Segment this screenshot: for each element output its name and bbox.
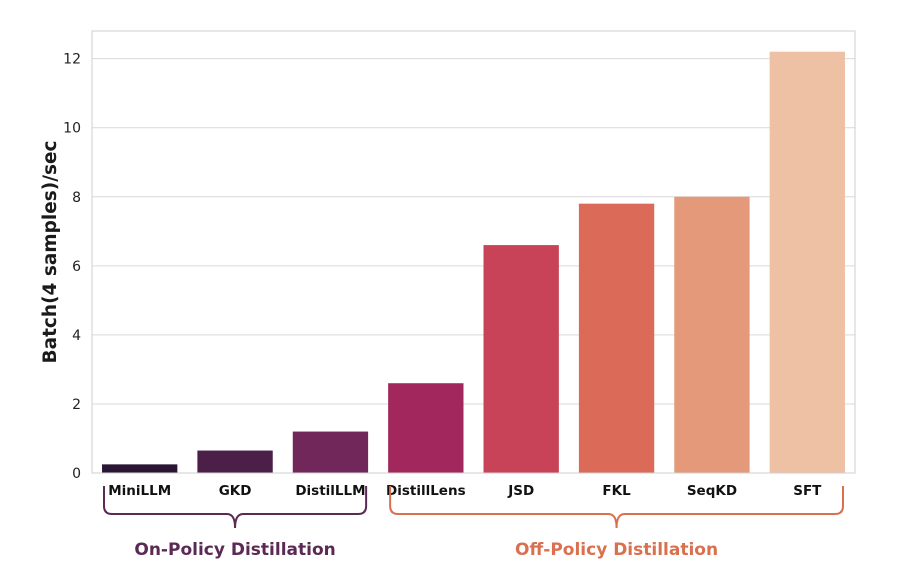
y-tick-label: 6 bbox=[72, 259, 81, 275]
y-tick-label: 2 bbox=[72, 397, 81, 413]
x-axis-tick-labels: MiniLLM GKD DistilLLM DistillLens JSD FKL SeqK… bbox=[108, 483, 822, 499]
x-tick-label: SFT bbox=[793, 483, 822, 499]
y-tick-label: 8 bbox=[72, 190, 81, 206]
group-bracket bbox=[103, 486, 368, 529]
x-tick-label: DistillLens bbox=[386, 483, 466, 499]
group-label: On-Policy Distillation bbox=[134, 540, 335, 560]
bar-jsd bbox=[483, 245, 559, 473]
y-tick-label: 12 bbox=[63, 52, 81, 68]
bar-distilllm bbox=[292, 431, 369, 473]
group-bracket bbox=[389, 486, 844, 529]
x-tick-label: MiniLLM bbox=[108, 483, 171, 499]
x-tick-label: GKD bbox=[219, 483, 252, 499]
x-tick-label: DistilLLM bbox=[295, 483, 365, 499]
x-tick-label: JSD bbox=[507, 483, 534, 499]
x-tick-label: FKL bbox=[602, 483, 631, 499]
bar-sft bbox=[769, 51, 845, 473]
gridlines bbox=[92, 58, 855, 474]
group-annotations: On-Policy Distillation Off-Policy Distill… bbox=[103, 486, 844, 560]
y-tick-label: 0 bbox=[72, 466, 81, 482]
bar-fkl bbox=[578, 203, 655, 473]
bars bbox=[102, 51, 845, 473]
bar-distilllens bbox=[388, 383, 464, 473]
y-tick-label: 10 bbox=[63, 121, 81, 137]
y-axis-label: Batch(4 samples)/sec bbox=[40, 141, 61, 364]
x-tick-label: SeqKD bbox=[687, 483, 737, 499]
bar-seqkd bbox=[674, 196, 750, 473]
group-label: Off-Policy Distillation bbox=[515, 540, 718, 560]
y-axis-ticks: 0 2 4 6 8 10 12 bbox=[63, 52, 81, 482]
plot-frame bbox=[91, 30, 856, 474]
bar-minillm bbox=[102, 464, 178, 473]
y-tick-label: 4 bbox=[72, 328, 81, 344]
bar-gkd bbox=[197, 450, 273, 473]
